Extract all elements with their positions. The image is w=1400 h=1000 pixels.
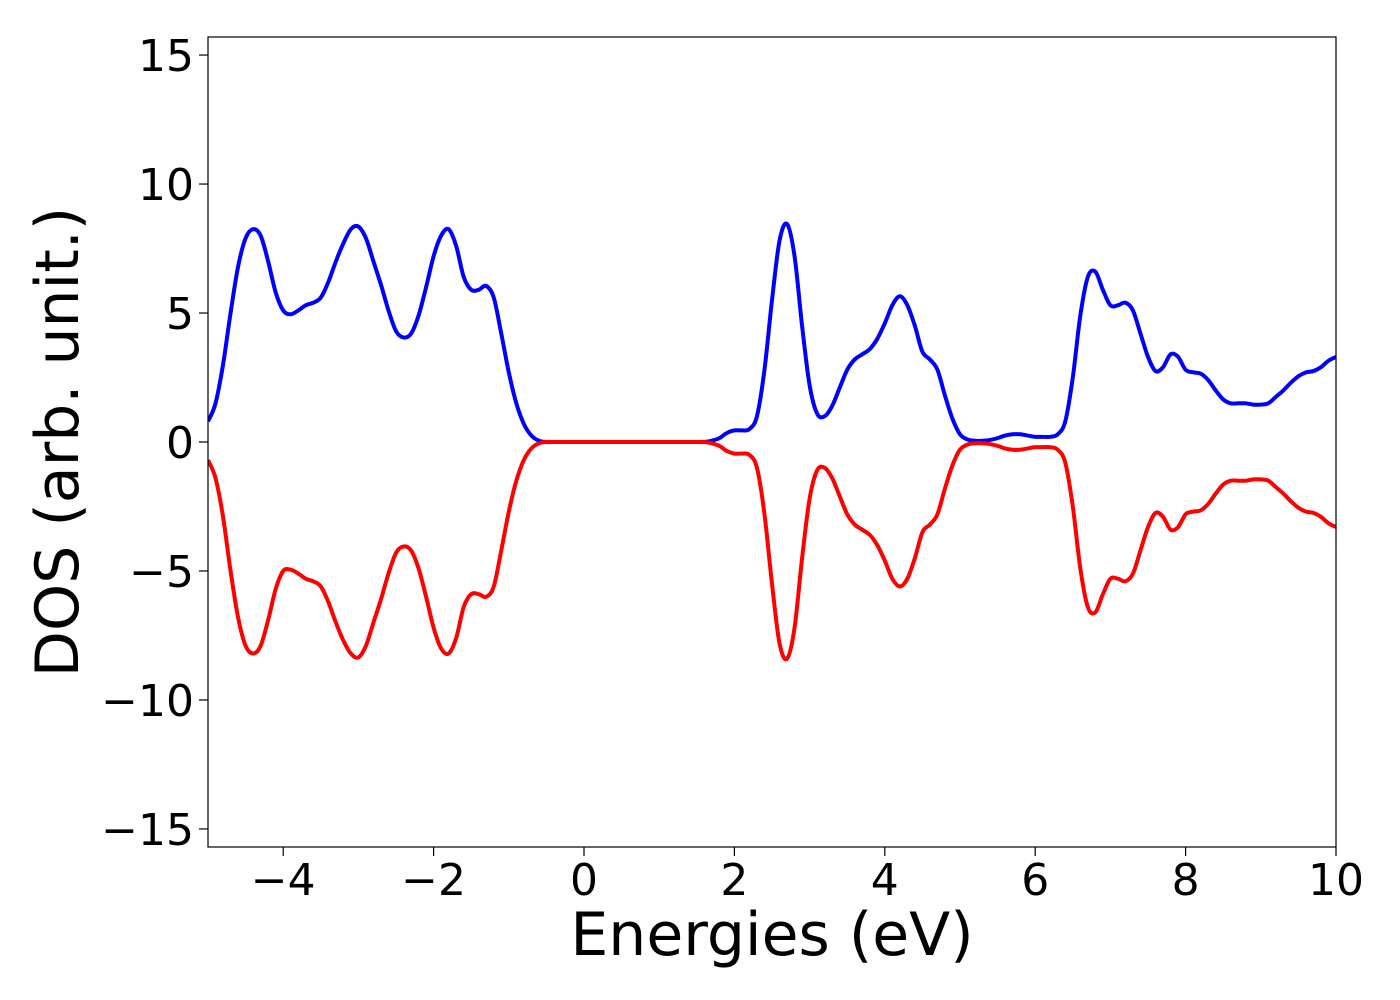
y-tick-label: 10 <box>138 160 194 211</box>
dos-line <box>208 439 1336 662</box>
x-tick-label: 10 <box>1308 855 1364 906</box>
y-tick-label: 15 <box>138 31 194 82</box>
x-tick-label: 6 <box>1021 855 1049 906</box>
x-tick-label: −4 <box>251 855 316 906</box>
y-tick-label: −5 <box>129 547 194 598</box>
x-tick-label: 0 <box>570 855 598 906</box>
x-tick-label: −2 <box>401 855 466 906</box>
y-axis-title: DOS (arb. unit.) <box>23 207 93 677</box>
y-tick-label: −10 <box>101 676 194 727</box>
y-tick-label: −15 <box>101 805 194 856</box>
plot-lines <box>208 221 1336 662</box>
x-tick-label: 8 <box>1172 855 1200 906</box>
x-axis-title: Energies (eV) <box>570 900 973 970</box>
dos-line <box>208 221 1336 445</box>
y-tick-label: 5 <box>166 289 194 340</box>
x-tick-label: 2 <box>720 855 748 906</box>
plot-frame <box>207 36 1337 848</box>
y-tick-label: 0 <box>166 418 194 469</box>
x-tick-label: 4 <box>871 855 899 906</box>
